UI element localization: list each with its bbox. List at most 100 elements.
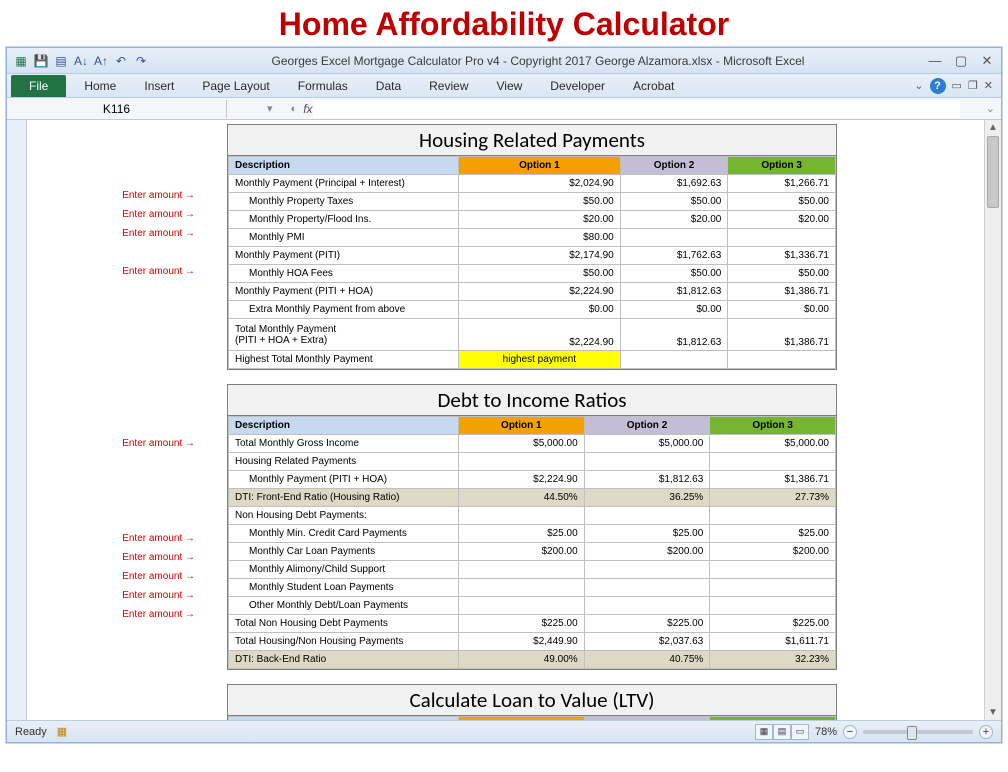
sort-asc-icon[interactable]: A↓	[73, 53, 89, 69]
cell-value[interactable]: $200.00	[710, 543, 836, 561]
macro-icon[interactable]: ▦	[57, 725, 67, 738]
cell-value[interactable]	[620, 351, 728, 369]
ribbon-tab-review[interactable]: Review	[415, 75, 482, 97]
cell-value[interactable]	[728, 229, 836, 247]
cell-value[interactable]	[710, 579, 836, 597]
cell-value[interactable]: $2,224.90	[459, 283, 621, 301]
cell-value[interactable]	[459, 453, 585, 471]
ribbon-dropdown-icon[interactable]: ⌄	[914, 79, 923, 92]
ribbon-tab-insert[interactable]: Insert	[130, 75, 188, 97]
zoom-slider[interactable]	[863, 730, 973, 734]
help-icon[interactable]: ?	[930, 78, 946, 94]
cell-value[interactable]: $1,386.71	[728, 283, 836, 301]
cell-value[interactable]: $225.00	[459, 615, 585, 633]
cell-value[interactable]: $50.00	[728, 265, 836, 283]
sheet-body[interactable]: Enter amount →Enter amount →Enter amount…	[27, 120, 984, 720]
cell-value[interactable]	[710, 561, 836, 579]
close-icon[interactable]: ✕	[979, 54, 995, 68]
cell-value[interactable]	[459, 597, 585, 615]
cell-value[interactable]: $1,386.71	[728, 319, 836, 351]
cell-value[interactable]: $20.00	[620, 211, 728, 229]
cell-value[interactable]	[728, 351, 836, 369]
minimize-icon[interactable]: —	[927, 54, 943, 68]
cell-value[interactable]: $1,336.71	[728, 247, 836, 265]
cell-value[interactable]: $20.00	[459, 211, 621, 229]
formula-input[interactable]	[313, 100, 960, 118]
ribbon-tab-data[interactable]: Data	[362, 75, 415, 97]
ribbon-close-icon[interactable]: ✕	[984, 79, 993, 92]
ribbon-tab-view[interactable]: View	[483, 75, 537, 97]
file-tab[interactable]: File	[11, 75, 66, 97]
cell-value[interactable]: $80.00	[459, 229, 621, 247]
cell-value[interactable]	[584, 597, 710, 615]
ribbon-tab-page-layout[interactable]: Page Layout	[188, 75, 283, 97]
page-layout-view-icon[interactable]: ▤	[773, 724, 791, 740]
cell-value[interactable]: $225.00	[710, 615, 836, 633]
cell-value[interactable]	[459, 561, 585, 579]
cell-value[interactable]: $50.00	[459, 265, 621, 283]
ribbon-tab-developer[interactable]: Developer	[536, 75, 619, 97]
cell-value[interactable]: $2,224.90	[459, 319, 621, 351]
cell-value[interactable]	[710, 453, 836, 471]
cell-value[interactable]: $1,812.63	[620, 319, 728, 351]
cell-value[interactable]	[620, 229, 728, 247]
cell-value[interactable]: $2,037.63	[584, 633, 710, 651]
vertical-scrollbar[interactable]: ▲ ▼	[984, 120, 1001, 720]
ribbon-tab-acrobat[interactable]: Acrobat	[619, 75, 688, 97]
cell-value[interactable]	[710, 597, 836, 615]
cell-value[interactable]: $25.00	[710, 525, 836, 543]
cell-value[interactable]: $25.00	[459, 525, 585, 543]
scroll-up-icon[interactable]: ▲	[985, 122, 1001, 133]
ribbon-restore-icon[interactable]: ❐	[968, 79, 978, 92]
cell-value[interactable]	[584, 561, 710, 579]
cell-value[interactable]: 49.00%	[459, 651, 585, 669]
cell-value[interactable]: $5,000.00	[459, 435, 585, 453]
cell-value[interactable]: 27.73%	[710, 489, 836, 507]
cell-value[interactable]: $50.00	[620, 265, 728, 283]
cell-value[interactable]: $200.00	[459, 543, 585, 561]
sort-desc-icon[interactable]: A↑	[93, 53, 109, 69]
undo-icon[interactable]: ↶	[113, 53, 129, 69]
cell-value[interactable]: $1,266.71	[728, 175, 836, 193]
cell-value[interactable]: $20.00	[728, 211, 836, 229]
cell-value[interactable]: $50.00	[459, 193, 621, 211]
ribbon-tab-home[interactable]: Home	[70, 75, 130, 97]
cell-value[interactable]: $2,174.90	[459, 247, 621, 265]
cell-value[interactable]: $50.00	[620, 193, 728, 211]
table-icon[interactable]: ▤	[53, 53, 69, 69]
cell-value[interactable]: $1,762.63	[620, 247, 728, 265]
cell-value[interactable]: $50.00	[728, 193, 836, 211]
cell-value[interactable]: $1,611.71	[710, 633, 836, 651]
ribbon-tab-formulas[interactable]: Formulas	[284, 75, 362, 97]
cell-value[interactable]: $0.00	[620, 301, 728, 319]
cell-value[interactable]: $2,024.90	[459, 175, 621, 193]
save-icon[interactable]: 💾	[33, 53, 49, 69]
cell-value[interactable]	[459, 579, 585, 597]
cell-value[interactable]	[584, 453, 710, 471]
cell-value[interactable]	[584, 579, 710, 597]
cell-value[interactable]: $2,449.90	[459, 633, 585, 651]
cell-value[interactable]: 40.75%	[584, 651, 710, 669]
cell-value[interactable]: $1,812.63	[584, 471, 710, 489]
cell-value[interactable]	[459, 507, 585, 525]
zoom-in-icon[interactable]: +	[979, 725, 993, 739]
cell-value[interactable]: 32.23%	[710, 651, 836, 669]
cell-value[interactable]: $1,692.63	[620, 175, 728, 193]
cell-value[interactable]: $5,000.00	[584, 435, 710, 453]
cell-value[interactable]	[710, 507, 836, 525]
redo-icon[interactable]: ↷	[133, 53, 149, 69]
cell-value[interactable]: $5,000.00	[710, 435, 836, 453]
cell-value[interactable]: $2,224.90	[459, 471, 585, 489]
name-box[interactable]: K116	[7, 100, 227, 118]
cell-value[interactable]: 44.50%	[459, 489, 585, 507]
page-break-view-icon[interactable]: ▭	[791, 724, 809, 740]
cell-value[interactable]: $225.00	[584, 615, 710, 633]
formula-expand-icon[interactable]: ⌄	[980, 102, 1001, 115]
cell-value[interactable]: $0.00	[459, 301, 621, 319]
cell-value[interactable]: $1,812.63	[620, 283, 728, 301]
cell-value[interactable]: $1,386.71	[710, 471, 836, 489]
zoom-level[interactable]: 78%	[815, 726, 837, 738]
normal-view-icon[interactable]: ▦	[755, 724, 773, 740]
cell-value[interactable]: 36.25%	[584, 489, 710, 507]
scroll-down-icon[interactable]: ▼	[985, 707, 1001, 718]
